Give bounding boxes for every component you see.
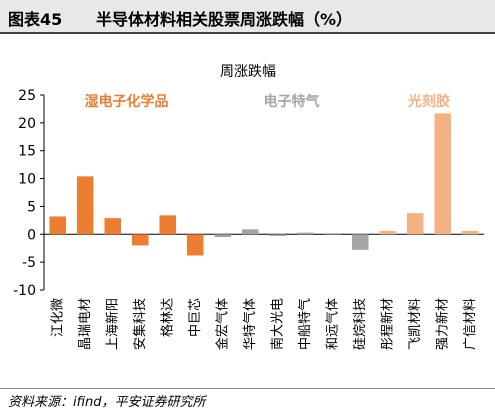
x-tick-label: 上海新阳 xyxy=(104,298,120,350)
group-label: 光刻胶 xyxy=(407,93,450,110)
y-tick-label: 20 xyxy=(18,116,36,132)
y-tick-label: -10 xyxy=(13,283,36,299)
group-label: 湿电子化学品 xyxy=(85,93,169,110)
x-tick-label: 飞凯材料 xyxy=(408,298,423,350)
bar xyxy=(187,234,204,256)
bar xyxy=(324,234,341,235)
bar xyxy=(407,213,424,235)
bar xyxy=(297,232,314,235)
bar xyxy=(379,230,396,235)
bar xyxy=(49,216,66,235)
x-tick-label: 中船特气 xyxy=(297,298,313,350)
x-tick-label: 硅烷科技 xyxy=(353,298,368,350)
x-tick-label: 格林达 xyxy=(159,298,175,337)
bar xyxy=(352,234,369,250)
chart-title: 周涨跌幅 xyxy=(220,64,276,80)
group-labels: 湿电子化学品 电子特气 光刻胶 xyxy=(85,93,451,110)
footer-divider xyxy=(0,388,495,389)
x-tick-labels: 江化微 晶瑞电材 上海新阳 安集科技 格林达 中巨芯 金宏气体 华特气体 南大光电 中船特气 和远气… xyxy=(50,298,478,350)
bar-chart: 周涨跌幅 -10 -5 0 5 10 15 20 25 湿电子化学品 电子特气 光刻胶 江化微 晶瑞… xyxy=(13,64,484,350)
bar xyxy=(242,229,259,235)
x-tick-label: 彤程新材 xyxy=(379,298,395,350)
x-tick-label: 强力新材 xyxy=(434,298,450,350)
y-tick-label: 10 xyxy=(18,172,36,188)
source-note: 资料来源：ifind，平安证券研究所 xyxy=(8,395,206,410)
y-tick-label: -5 xyxy=(22,255,36,271)
x-tick-label: 安集科技 xyxy=(132,298,148,350)
x-tick-label: 中巨芯 xyxy=(188,298,203,337)
bar xyxy=(434,113,451,235)
bar xyxy=(132,234,149,246)
bar xyxy=(462,230,479,235)
x-tick-label: 广信材料 xyxy=(463,298,478,350)
bar xyxy=(77,176,94,235)
figure-title: 半导体材料相关股票周涨跌幅（%） xyxy=(96,10,353,29)
header-divider xyxy=(0,32,495,34)
x-tick-label: 和远气体 xyxy=(324,298,340,350)
bar xyxy=(104,218,121,235)
chart-axes: -10 -5 0 5 10 15 20 25 xyxy=(13,88,484,299)
y-tick-label: 0 xyxy=(27,227,36,243)
y-tick-label: 25 xyxy=(18,88,36,104)
figure-header: 图表45 半导体材料相关股票周涨跌幅（%） xyxy=(0,0,495,32)
x-tick-label: 晶瑞电材 xyxy=(78,298,93,350)
y-tick-label: 5 xyxy=(27,199,36,215)
x-tick-label: 江化微 xyxy=(50,298,65,337)
figure-label: 图表45 xyxy=(8,10,63,29)
bar xyxy=(269,234,286,236)
group-label: 电子特气 xyxy=(264,93,320,110)
bar xyxy=(159,215,176,235)
x-tick-label: 南大光电 xyxy=(269,298,285,350)
chart-bars xyxy=(49,113,479,256)
x-tick-label: 金宏气体 xyxy=(214,298,230,350)
x-tick-label: 华特气体 xyxy=(242,298,258,350)
bar xyxy=(214,234,231,238)
y-tick-label: 15 xyxy=(18,144,36,160)
